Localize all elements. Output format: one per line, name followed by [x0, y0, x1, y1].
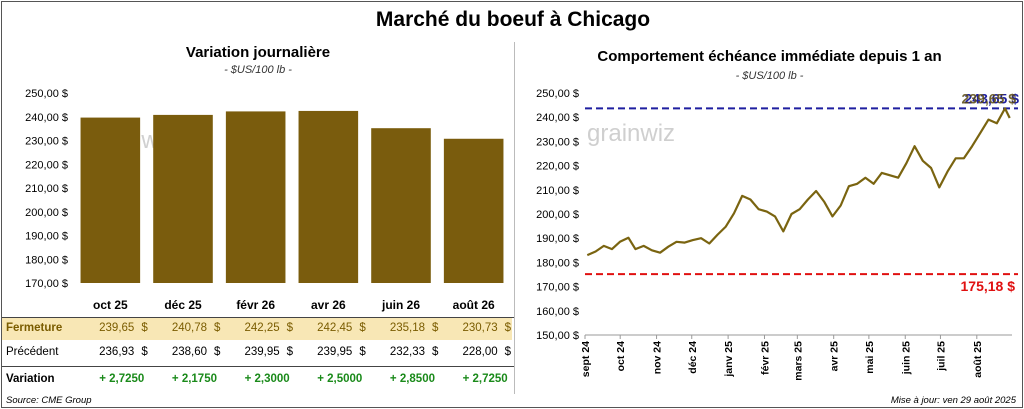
x-tick-label: nov 24 [652, 341, 664, 374]
table-cell: + 2,8500 [389, 373, 435, 385]
currency-symbol: $ [432, 346, 439, 358]
currency-symbol: $ [359, 322, 366, 334]
y-tick-label: 150,00 $ [536, 330, 579, 342]
table-cell: 242,25 [244, 322, 280, 334]
fermeture-row: Fermeture 239,65 $240,78 $242,25 $242,45 $23… [2, 318, 512, 340]
source-note: Source: CME Group [6, 395, 92, 406]
category-label: déc 25 [164, 298, 202, 312]
category-label: févr 26 [236, 298, 275, 312]
y-tick-label: 240,00 $ [536, 112, 579, 124]
x-tick-label: juil 25 [935, 341, 947, 372]
currency-symbol: $ [504, 322, 512, 334]
table-cell: 232,33 [389, 346, 425, 358]
table-cell: 242,45 [317, 322, 353, 334]
currency-symbol: $ [432, 322, 439, 334]
price-series-line [586, 107, 1011, 257]
x-tick-label: oct 24 [615, 341, 627, 372]
bar-juin-26 [371, 128, 431, 283]
front-month-line-chart: grainwiz 250,00 $ 240,00 $ 230,00 $ 220,00 $… [536, 88, 1020, 381]
last-value-label: 239,65 $ [962, 90, 1017, 106]
y-tick-label: 210,00 $ [536, 185, 579, 197]
bar-août-26 [443, 138, 504, 283]
currency-symbol: $ [504, 346, 512, 358]
x-tick-label: sept 24 [580, 341, 592, 377]
table-mid-divider [2, 366, 514, 367]
y-tick-label: 230,00 $ [536, 136, 579, 148]
x-tick-label: déc 24 [687, 341, 699, 374]
table-cell: + 2,3000 [244, 373, 290, 385]
currency-symbol: $ [214, 346, 221, 358]
table-cell: 240,78 [171, 322, 207, 334]
category-label: oct 25 [93, 298, 128, 312]
table-cell: 238,60 [171, 346, 207, 358]
grainwiz-watermark: grainwiz [587, 120, 675, 147]
left-chart-units: - $US/100 lb - [224, 64, 292, 76]
precedent-row: Précédent 236,93 $238,60 $239,95 $239,95 $23… [2, 342, 512, 364]
bar-avr-26 [298, 110, 359, 284]
page-title: Marché du boeuf à Chicago [375, 8, 651, 31]
category-label: juin 26 [381, 298, 420, 312]
y-tick-label: 180,00 $ [25, 254, 68, 266]
currency-symbol: $ [214, 322, 221, 334]
table-cell: + 2,5000 [317, 373, 363, 385]
right-chart-title: Comportement échéance immédiate depuis 1… [597, 48, 942, 65]
table-cell: 236,93 [99, 346, 135, 358]
currency-symbol: $ [286, 346, 294, 358]
fermeture-label: Fermeture [6, 322, 63, 334]
table-cell: 239,65 [99, 322, 135, 334]
max-value-label: 243,65 $ [965, 90, 1020, 106]
table-cell: + 2,7250 [99, 373, 145, 385]
bar-oct-25 [80, 117, 141, 283]
x-tick-label: mai 25 [864, 341, 876, 374]
y-tick-label: 200,00 $ [536, 209, 579, 221]
y-tick-label: 220,00 $ [536, 161, 579, 173]
bar-févr-26 [225, 111, 286, 283]
x-tick-label: mars 25 [792, 341, 804, 381]
update-note: Mise à jour: ven 29 août 2025 [890, 395, 1016, 406]
currency-symbol: $ [286, 322, 294, 334]
x-tick-label: juin 25 [900, 341, 912, 375]
y-tick-label: 220,00 $ [25, 159, 68, 171]
y-tick-label: 210,00 $ [25, 183, 68, 195]
x-tick-label: janv 25 [723, 341, 735, 378]
x-tick-label: févr 25 [759, 341, 771, 375]
table-cell: 239,95 [244, 346, 280, 358]
min-value-label: 175,18 $ [961, 278, 1016, 294]
table-cell: 228,00 [462, 346, 498, 358]
table-cell: 235,18 [389, 322, 425, 334]
right-chart-units: - $US/100 lb - [735, 70, 804, 82]
y-tick-label: 160,00 $ [536, 306, 579, 318]
panel-divider [514, 42, 515, 394]
y-tick-label: 180,00 $ [536, 257, 579, 269]
y-tick-label: 250,00 $ [536, 88, 579, 100]
x-tick-label: avr 25 [829, 341, 841, 372]
currency-symbol: $ [141, 322, 148, 334]
variation-label: Variation [6, 373, 55, 385]
bar-déc-25 [153, 114, 213, 284]
y-tick-label: 190,00 $ [536, 233, 579, 245]
category-label: août 26 [453, 298, 495, 312]
y-tick-label: 240,00 $ [25, 112, 68, 124]
y-tick-label: 250,00 $ [25, 88, 68, 100]
precedent-label: Précédent [6, 346, 59, 358]
y-tick-label: 190,00 $ [25, 231, 68, 243]
category-label: avr 26 [311, 298, 346, 312]
y-tick-label: 200,00 $ [25, 207, 68, 219]
y-tick-label: 230,00 $ [25, 136, 68, 148]
currency-symbol: $ [141, 346, 148, 358]
table-cell: + 2,1750 [171, 373, 217, 385]
table-cell: 239,95 [317, 346, 353, 358]
left-chart-title: Variation journalière [185, 44, 331, 61]
currency-symbol: $ [359, 346, 366, 358]
y-tick-label: 170,00 $ [25, 278, 68, 290]
y-tick-label: 170,00 $ [536, 282, 579, 294]
table-top-divider [2, 317, 514, 318]
x-tick-label: août 25 [972, 341, 984, 378]
table-cell: + 2,7250 [462, 373, 508, 385]
table-cell: 230,73 [462, 322, 498, 334]
variation-row: Variation + 2,7250 + 2,1750 + 2,3000 + 2,50… [2, 369, 512, 391]
